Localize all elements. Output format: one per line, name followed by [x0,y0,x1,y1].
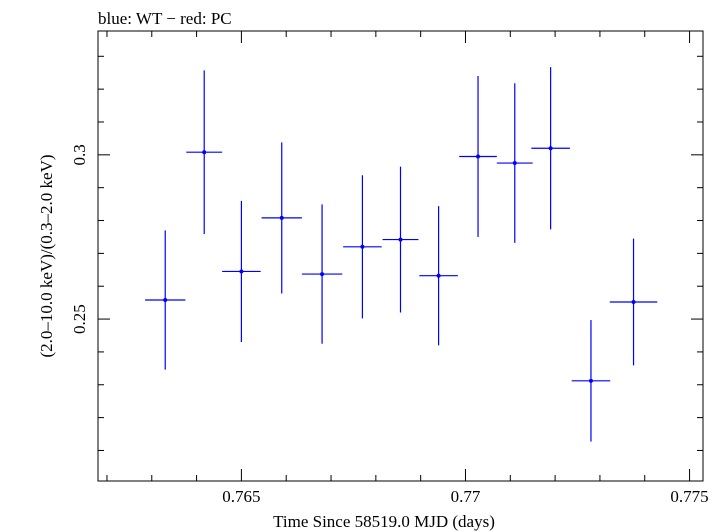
tick-labels: 0.765 0.77 0.775 0.25 0.3 [70,144,709,506]
point-marker [279,215,284,220]
y-axis-label: (2.0–10.0 keV)/(0.3–2.0 keV) [37,154,56,357]
point-marker [548,146,553,151]
point-marker [512,161,517,166]
data-point [343,175,382,319]
data-point [459,76,497,237]
data-point [261,142,302,294]
x-axis-label: Time Since 58519.0 MJD (days) [273,512,495,531]
point-marker [398,237,403,242]
point-marker [163,298,168,303]
x-tick-label: 0.775 [670,487,708,506]
chart-title: blue: WT − red: PC [98,9,232,28]
y-tick-label: 0.3 [70,144,89,165]
data-point [531,67,570,230]
axis-ticks [98,31,703,481]
data-point [222,200,261,343]
data-points [145,67,658,442]
point-marker [476,154,481,159]
data-point [301,204,343,344]
y-tick-label: 0.25 [70,304,89,334]
point-marker [436,273,441,278]
data-point [496,83,533,243]
point-marker [588,378,593,383]
data-point [382,166,419,313]
plot-frame [97,30,704,482]
data-point [186,70,223,234]
point-marker [239,269,244,274]
point-marker [320,272,325,277]
x-tick-label: 0.77 [451,487,481,506]
x-tick-label: 0.765 [222,487,260,506]
data-point [419,206,458,346]
point-marker [360,244,365,249]
data-point [609,238,658,366]
data-point [571,320,611,442]
point-marker [202,150,207,155]
point-marker [631,299,636,304]
data-point [145,230,186,370]
